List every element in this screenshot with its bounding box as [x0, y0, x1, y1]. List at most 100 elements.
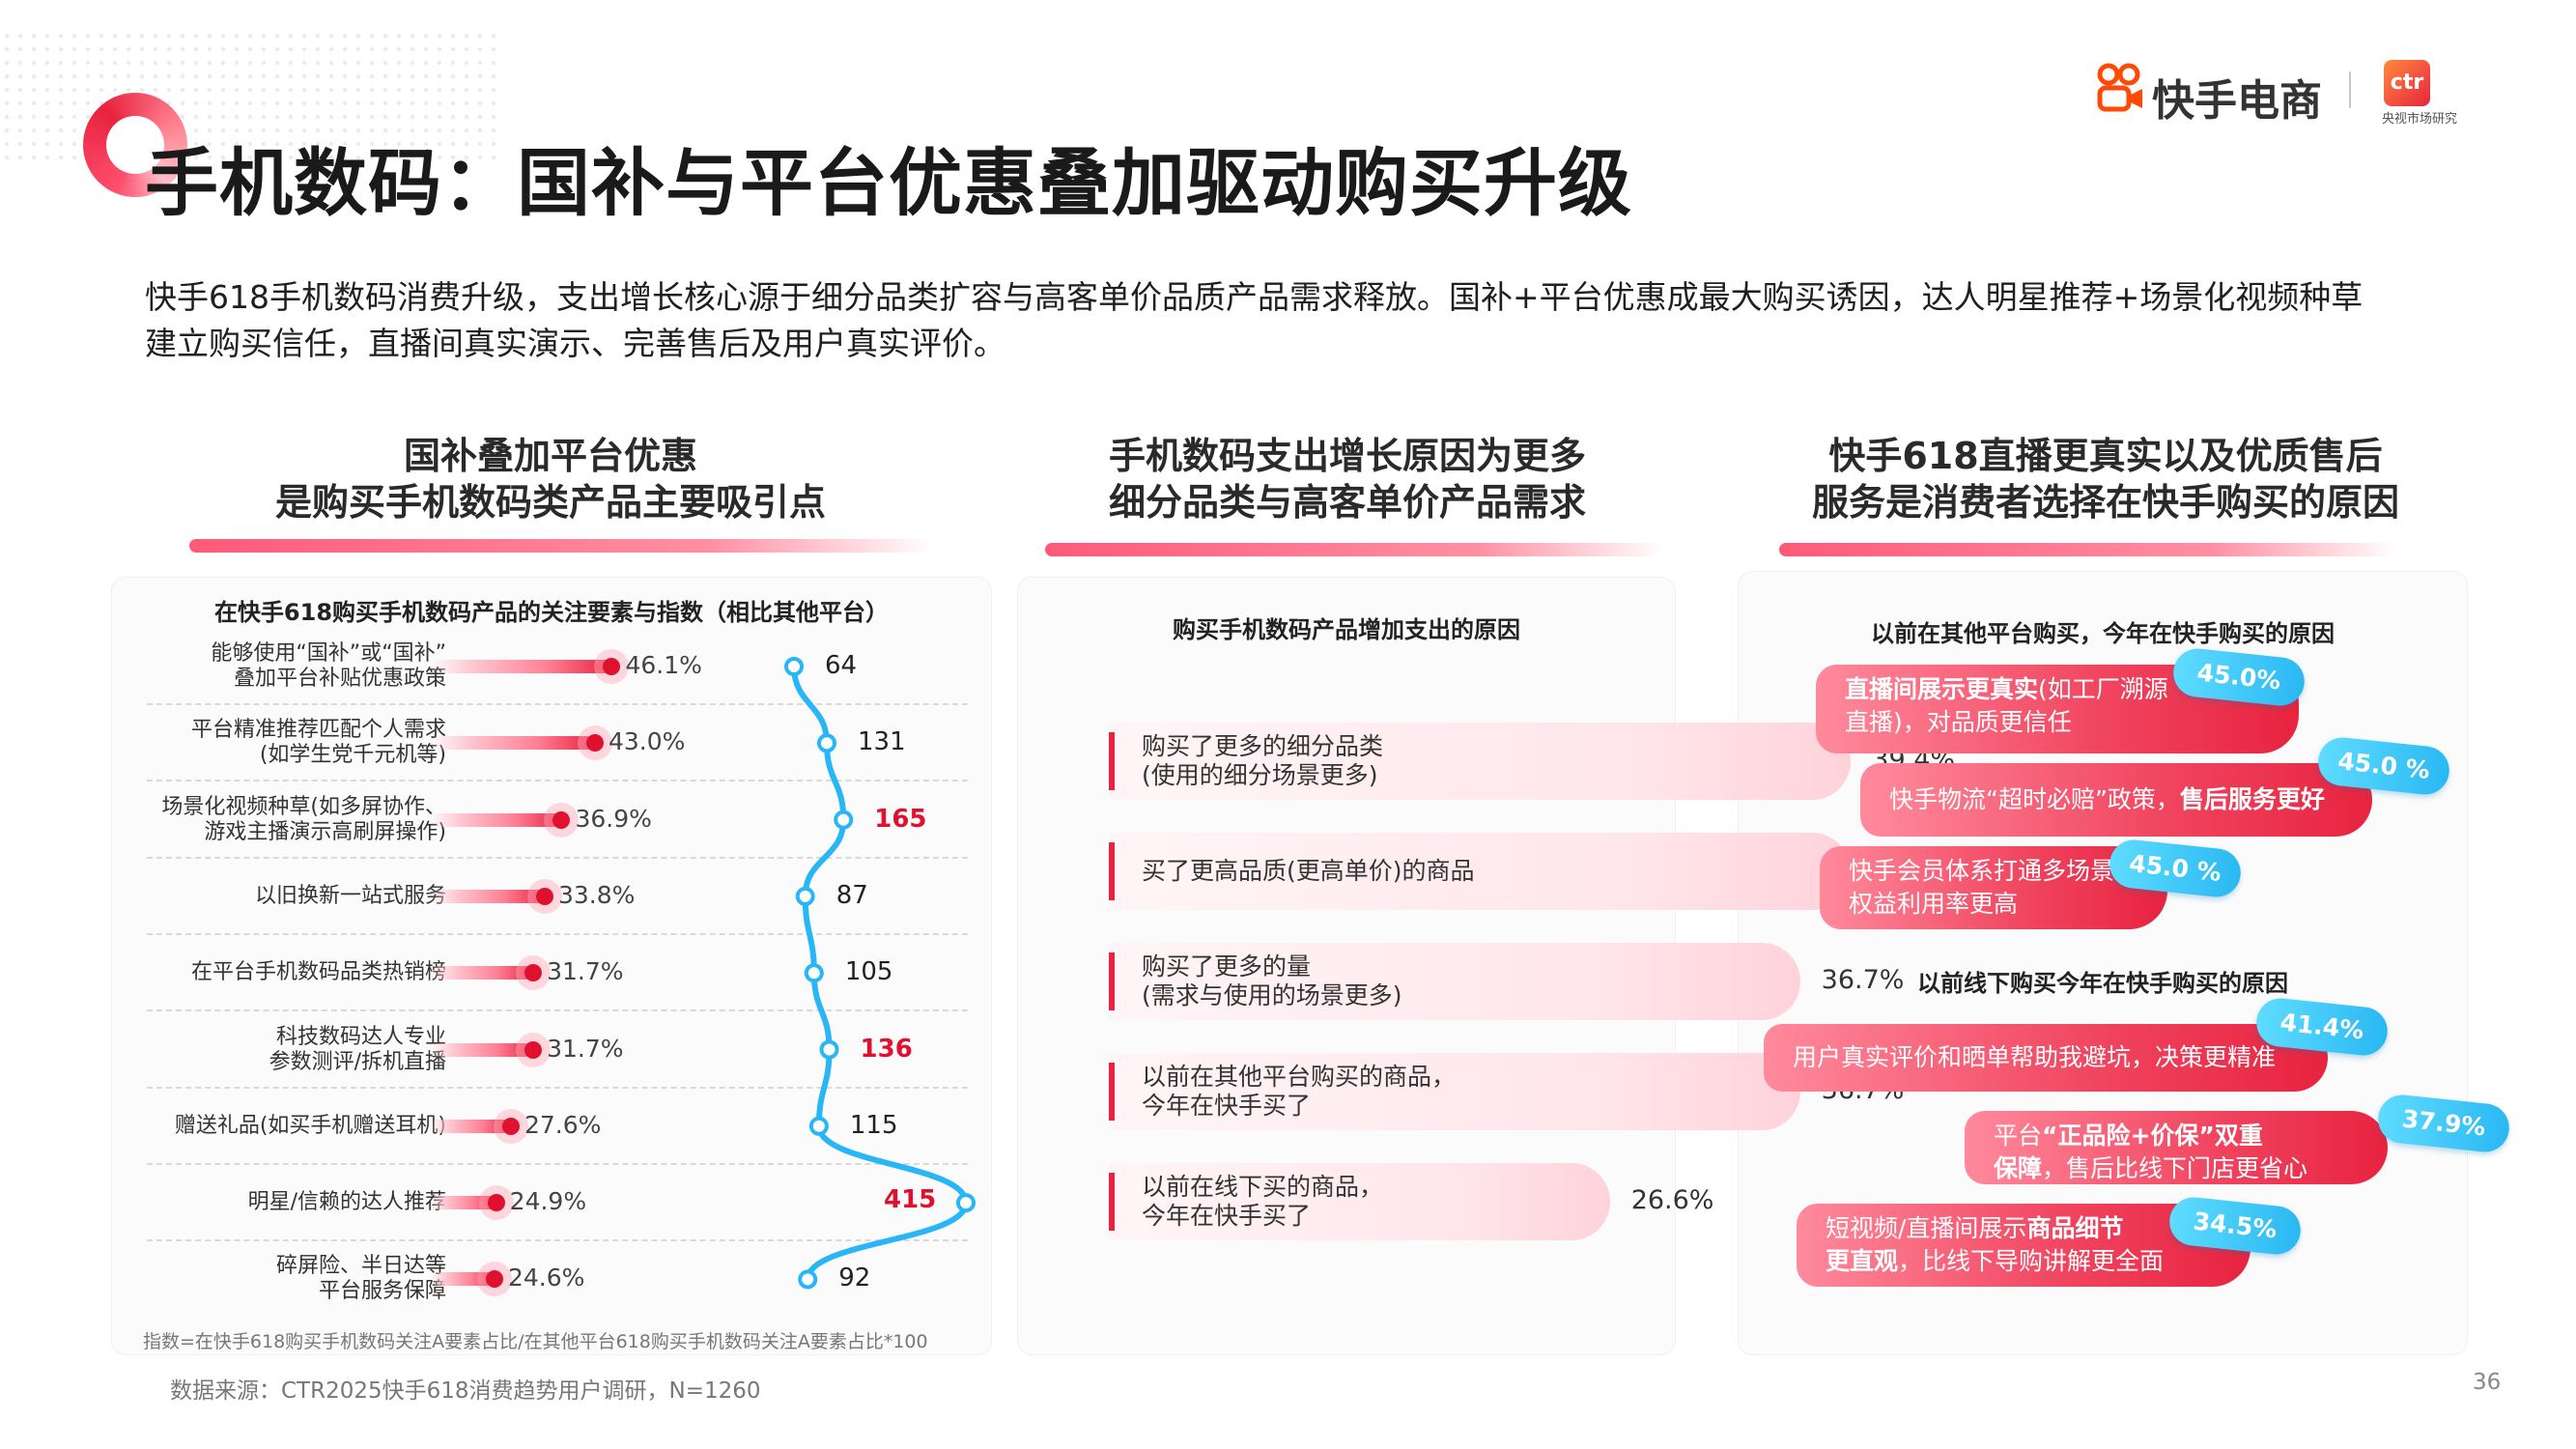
share-value: 43.0% — [608, 727, 686, 756]
share-bar — [431, 1272, 495, 1287]
index-point — [819, 1039, 839, 1060]
page-number: 36 — [2473, 1370, 2502, 1395]
reason-label-line: 购买了更多的细分品类 — [1142, 732, 1384, 760]
left-title-bar — [189, 539, 933, 553]
row-divider — [147, 703, 968, 705]
factor-label: 科技数码达人专业 参数测评/拆机直播 — [118, 1025, 446, 1075]
reason-label-line: 买了更高品质(更高单价)的商品 — [1142, 857, 1475, 885]
left-title-line1: 国补叠加平台优惠 — [403, 435, 697, 477]
middle-title-bar — [1045, 543, 1663, 556]
reason-bar: 以前在线下买的商品， 今年在快手买了 — [1109, 1163, 1610, 1240]
reason-pill-text: 直播)，对品质更信任 — [1845, 708, 2072, 736]
reason-pill-line: 保障，售后比线下门店更省心 — [1994, 1153, 2307, 1184]
index-value: 92 — [838, 1264, 871, 1293]
share-value: 36.9% — [575, 804, 652, 833]
reason-pill-text: 权益利用率更高 — [1849, 890, 2019, 918]
brand-name: 快手电商 — [2152, 76, 2322, 126]
factor-label-line: 赠送礼品(如买手机赠送耳机) — [174, 1113, 446, 1138]
reason-pill-text: “正品险+价保” — [2042, 1122, 2215, 1150]
reason-bar: 以前在其他平台购买的商品， 今年在快手买了 — [1109, 1053, 1800, 1130]
index-note: 指数=在快手618购买手机数码关注A要素占比/在其他平台618购买手机数码关注A… — [143, 1331, 928, 1352]
share-dot — [478, 1185, 514, 1221]
left-chart-title: 在快手618购买手机数码产品的关注要素与指数（相比其他平台） — [213, 599, 890, 626]
reason-label: 购买了更多的细分品类 (使用的细分场景更多) — [1142, 732, 1383, 790]
reason-pill-line: 更直观，比线下导购讲解更全面 — [1826, 1246, 2164, 1277]
reason-pill-text: 快手物流“超时必赔”政策， — [1889, 785, 2180, 813]
title-ring-icon — [83, 93, 187, 197]
factor-label-line: 叠加平台补贴优惠政策 — [233, 667, 446, 691]
reason-pill: 快手物流“超时必赔”政策，售后服务更好 — [1860, 763, 2372, 837]
reason-pill-line: 快手会员体系打通多场景， — [1849, 856, 2138, 887]
reason-pill-text: 商品细节 — [2026, 1214, 2124, 1242]
factor-label-line: 游戏主播演示高刷屏操作) — [204, 819, 446, 844]
index-value: 105 — [844, 957, 893, 987]
reason-pill-line: 直播间展示更真实(如工厂溯源 — [1845, 674, 2168, 705]
reason-pill-line: 快手物流“超时必赔”政策，售后服务更好 — [1889, 784, 2325, 815]
share-bar — [431, 812, 562, 827]
reason-label: 购买了更多的量 (需求与使用的场景更多) — [1142, 952, 1402, 1010]
share-value: 31.7% — [547, 1034, 624, 1063]
index-point — [795, 886, 815, 906]
reason-pill-text: 保障 — [1994, 1154, 2043, 1182]
share-value: 24.6% — [507, 1264, 585, 1293]
right-title-bar — [1779, 543, 2397, 556]
row-divider — [147, 1239, 968, 1242]
index-point — [784, 657, 805, 676]
index-value: 165 — [874, 804, 927, 834]
share-bar — [431, 889, 545, 903]
reason-bar: 购买了更多的细分品类 (使用的细分场景更多) — [1109, 723, 1852, 800]
reason-label: 买了更高品质(更高单价)的商品 — [1142, 857, 1475, 886]
share-value: 46.1% — [625, 651, 702, 679]
factor-label-line: 能够使用“国补”或“国补” — [211, 641, 446, 666]
index-point — [808, 1116, 829, 1136]
factor-label-line: 在平台手机数码品类热销榜 — [190, 960, 446, 985]
summary-text: 快手618手机数码消费升级，支出增长核心源于细分品类扩容与高客单价品质产品需求释… — [145, 278, 2364, 362]
index-value: 87 — [835, 880, 868, 910]
share-value: 24.9% — [509, 1187, 587, 1216]
factor-label-line: 碎屏险、半日达等 — [275, 1254, 446, 1279]
left-column-title: 国补叠加平台优惠 是购买手机数码类产品主要吸引点 — [174, 433, 927, 526]
middle-title-line2: 细分品类与高客单价产品需求 — [1108, 481, 1586, 524]
index-value: 415 — [884, 1185, 937, 1215]
factor-label: 能够使用“国补”或“国补” 叠加平台补贴优惠政策 — [118, 641, 446, 692]
factor-label: 明星/信赖的达人推荐 — [118, 1190, 446, 1215]
factor-label-line: 科技数码达人专业 — [275, 1024, 446, 1049]
reason-pill-text: 平台 — [1994, 1122, 2043, 1150]
row-divider — [147, 856, 968, 859]
reason-pill-text: 更直观 — [1826, 1247, 1899, 1275]
reason-pill-text: 直播间展示更真实 — [1845, 675, 2039, 703]
index-point — [834, 810, 854, 830]
share-dot — [577, 725, 612, 761]
share-dot — [594, 649, 630, 684]
reason-pill-text: 双重 — [2214, 1122, 2263, 1150]
reason-label-line: 购买了更多的量 — [1142, 952, 1312, 980]
page-title: 手机数码：国补与平台优惠叠加驱动购买升级 — [145, 140, 1632, 226]
reason-pill-text: 售后服务更好 — [2179, 785, 2325, 813]
reason-value: 36.7% — [1821, 965, 1905, 995]
factor-label: 平台精准推荐匹配个人需求 (如学生党千元机等) — [118, 718, 446, 768]
data-source: 数据来源：CTR2025快手618消费趋势用户调研，N=1260 — [170, 1378, 761, 1404]
reason-pill-text: 短视频/直播间展示 — [1826, 1214, 2027, 1242]
reason-pill-text: ，售后比线下门店更省心 — [2042, 1154, 2308, 1182]
reason-pill-text: 用户真实评价和晒单帮助我避坑，决策更精准 — [1793, 1043, 2277, 1071]
share-bar — [431, 1042, 534, 1057]
factor-label: 碎屏险、半日达等 平台服务保障 — [118, 1254, 446, 1304]
reason-pill-text: ，比线下导购讲解更全面 — [1898, 1247, 2165, 1275]
reason-value: 26.6% — [1630, 1185, 1714, 1215]
reason-label-line: (使用的细分场景更多) — [1142, 761, 1378, 789]
share-value: 33.8% — [557, 880, 636, 909]
reason-bar: 购买了更多的量 (需求与使用的场景更多) — [1109, 943, 1800, 1020]
reason-label: 以前在线下买的商品， 今年在快手买了 — [1142, 1173, 1383, 1231]
reason-label: 以前在其他平台购买的商品， 今年在快手买了 — [1142, 1063, 1456, 1121]
reason-pill: 平台“正品险+价保”双重 保障，售后比线下门店更省心 — [1965, 1111, 2388, 1184]
share-value: 31.7% — [547, 957, 624, 986]
reason-label-line: 今年在快手买了 — [1142, 1202, 1312, 1230]
middle-chart-title: 购买手机数码产品增加支出的原因 — [1173, 616, 1520, 643]
middle-title-line1: 手机数码支出增长原因为更多 — [1108, 435, 1586, 477]
factor-label-line: 平台精准推荐匹配个人需求 — [190, 718, 446, 743]
reason-label-line: 今年在快手买了 — [1142, 1092, 1312, 1120]
factor-label: 以旧换新一站式服务 — [118, 884, 446, 909]
index-value: 131 — [858, 727, 906, 757]
factor-label-line: (如学生党千元机等) — [259, 743, 446, 768]
reason-pill-line: 平台“正品险+价保”双重 — [1994, 1121, 2263, 1151]
